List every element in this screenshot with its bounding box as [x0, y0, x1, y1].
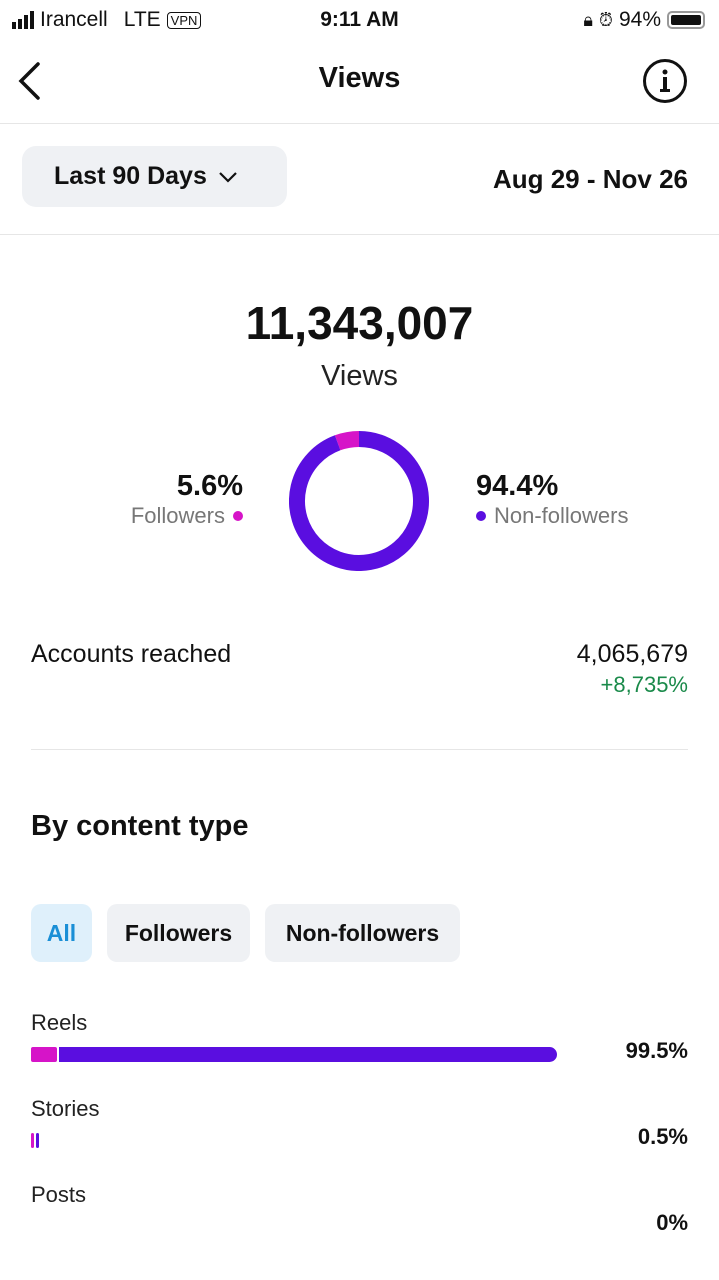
followers-legend: 5.6% Followers: [131, 470, 243, 529]
signal-icon: [12, 11, 34, 29]
battery-percent: 94%: [618, 8, 661, 31]
total-views-label: Views: [321, 360, 398, 392]
date-range-label: Last 90 Days: [54, 162, 207, 190]
content-type-heading: By content type: [31, 810, 249, 842]
bar-followers: [31, 1133, 34, 1148]
divider: [0, 234, 719, 235]
carrier: Irancell: [40, 8, 108, 31]
accounts-reached-value: 4,065,679: [576, 640, 688, 668]
nonfollowers-legend: 94.4% Non-followers: [476, 470, 629, 529]
back-button[interactable]: [16, 62, 42, 100]
bar-followers: [31, 1047, 58, 1062]
content-type-percent: 0.5%: [637, 1124, 688, 1149]
accounts-reached-change: +8,735%: [600, 672, 688, 697]
donut-slice-non-followers: [289, 431, 429, 571]
content-type-label: Stories: [31, 1096, 100, 1121]
chevron-down-icon: [219, 171, 237, 183]
accounts-reached-label: Accounts reached: [31, 640, 232, 668]
date-range-dropdown[interactable]: Last 90 Days: [22, 146, 287, 207]
followers-label: Followers: [130, 503, 225, 528]
total-views: 11,343,007: [245, 297, 474, 349]
chip-all[interactable]: All: [31, 904, 92, 962]
battery-icon: [667, 11, 705, 29]
views-donut-chart: [289, 431, 429, 571]
page-title: Views: [318, 62, 401, 94]
donut-slice-followers: [334, 431, 360, 451]
status-right: 🔒︎ ⏰︎ 94%: [583, 6, 705, 34]
followers-dot: [233, 511, 243, 521]
content-type-percent: 0%: [656, 1210, 688, 1235]
bar-nonfollowers: [59, 1047, 558, 1062]
rotation-lock-icon: 🔒︎: [583, 9, 593, 30]
divider: [31, 749, 688, 750]
content-type-label: Posts: [31, 1182, 87, 1207]
info-icon[interactable]: [642, 58, 688, 104]
content-type-label: Reels: [31, 1010, 88, 1035]
status-left: Irancell LTE VPN: [12, 6, 202, 34]
network: LTE: [123, 8, 161, 31]
nonfollowers-percent: 94.4%: [476, 470, 559, 502]
chip-non-followers[interactable]: Non-followers: [265, 904, 460, 962]
nonfollowers-dot: [476, 511, 486, 521]
vpn-badge: VPN: [166, 11, 202, 29]
bar-nonfollowers: [36, 1133, 39, 1148]
nonfollowers-label: Non-followers: [494, 503, 629, 528]
content-type-percent: 99.5%: [625, 1038, 688, 1063]
date-range-text: Aug 29 - Nov 26: [492, 164, 688, 194]
chip-followers[interactable]: Followers: [107, 904, 250, 962]
divider: [0, 123, 719, 124]
followers-percent: 5.6%: [176, 470, 243, 502]
alarm-icon: ⏰︎: [598, 9, 613, 30]
